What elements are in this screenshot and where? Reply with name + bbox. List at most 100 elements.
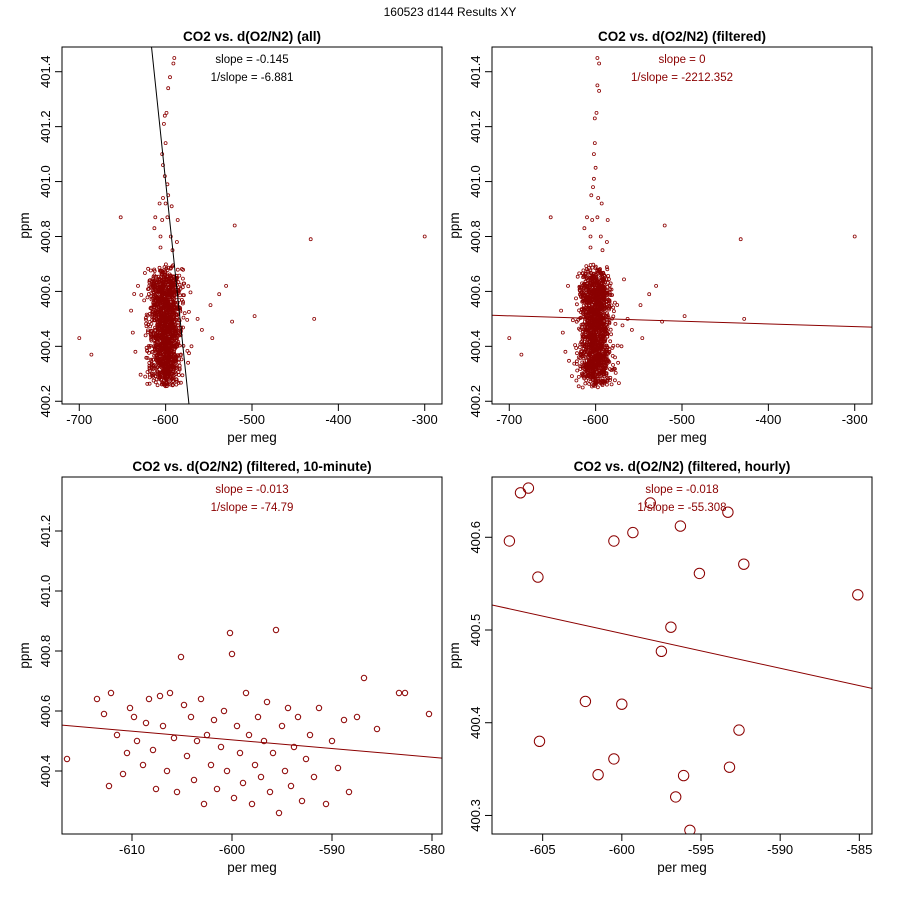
- data-point: [597, 61, 601, 66]
- data-point: [644, 497, 656, 509]
- data-point-cloud: [154, 357, 159, 362]
- data-point-cloud: [172, 367, 177, 371]
- figure-title: 160523 d144 Results XY: [384, 5, 517, 19]
- data-point: [593, 165, 598, 170]
- data-point-cloud: [153, 311, 158, 316]
- data-point-cloud: [581, 303, 586, 308]
- chart-title: CO2 vs. d(O2/N2) (filtered, hourly): [574, 459, 791, 474]
- data-point-cloud: [154, 314, 159, 319]
- x-tick-label: -600: [219, 842, 245, 857]
- data-point-cloud: [163, 372, 168, 377]
- data-point-cloud: [176, 380, 181, 385]
- x-tick-label: -600: [583, 412, 609, 427]
- data-point: [129, 308, 134, 313]
- data-point: [177, 653, 185, 661]
- data-point-cloud: [605, 313, 610, 318]
- data-point-cloud: [179, 357, 184, 362]
- data-point-cloud: [146, 287, 150, 292]
- data-point-cloud: [607, 283, 612, 288]
- y-tick-label: 401.2: [38, 515, 53, 548]
- data-point-cloud: [598, 311, 603, 316]
- data-point: [723, 761, 736, 773]
- data-point-cloud: [592, 375, 596, 380]
- data-point: [425, 710, 433, 718]
- data-point-cloud: [610, 345, 615, 350]
- y-tick-label: 400.5: [468, 614, 483, 647]
- data-point-cloud: [599, 302, 604, 307]
- data-point-cloud: [602, 278, 607, 283]
- data-point-cloud: [596, 296, 600, 301]
- data-point-cloud: [165, 282, 170, 287]
- data-point-cloud: [583, 306, 588, 311]
- data-point: [640, 336, 645, 341]
- data-point: [306, 731, 314, 739]
- data-point: [665, 621, 677, 633]
- data-point: [199, 327, 204, 332]
- data-point: [254, 713, 262, 721]
- data-point-cloud: [579, 295, 584, 300]
- data-point: [200, 800, 208, 808]
- data-point: [210, 716, 218, 724]
- data-point: [616, 698, 628, 710]
- data-point: [596, 196, 601, 200]
- data-point-cloud: [594, 312, 599, 317]
- data-point-cloud: [589, 280, 593, 285]
- data-point-cloud: [155, 383, 160, 388]
- data-point-cloud: [612, 309, 616, 314]
- x-tick-label: -580: [419, 842, 445, 857]
- data-point-cloud: [180, 276, 185, 281]
- data-point-cloud: [151, 331, 156, 336]
- data-point-cloud: [162, 354, 167, 359]
- data-point: [588, 245, 593, 250]
- data-point-cloud: [596, 385, 600, 390]
- data-point-cloud: [575, 302, 579, 307]
- data-point-cloud: [181, 299, 186, 304]
- data-point-cloud: [575, 368, 580, 373]
- data-point-cloud: [171, 317, 176, 322]
- plot-frame: [491, 46, 873, 405]
- x-tick-label: -400: [325, 412, 351, 427]
- y-tick-label: 401.4: [468, 55, 483, 88]
- data-point-cloud: [613, 321, 618, 326]
- data-point-cloud: [588, 375, 593, 380]
- data-point: [582, 226, 587, 231]
- data-point-cloud: [592, 300, 597, 305]
- data-point: [232, 223, 237, 228]
- data-point-cloud: [150, 373, 155, 378]
- data-point: [733, 724, 745, 736]
- data-point-cloud: [594, 280, 599, 285]
- data-point-cloud: [590, 366, 595, 370]
- data-point: [224, 283, 229, 288]
- data-point: [197, 695, 205, 703]
- data-point: [161, 163, 165, 168]
- data-point-cloud: [147, 381, 152, 386]
- data-point-cloud: [180, 301, 185, 306]
- data-point: [422, 234, 427, 239]
- data-point: [312, 316, 317, 321]
- data-point: [591, 185, 595, 190]
- data-point-cloud: [147, 280, 152, 285]
- data-point-cloud: [173, 317, 178, 322]
- data-point-cloud: [580, 353, 585, 358]
- data-point-cloud: [143, 316, 148, 320]
- data-point-cloud: [586, 363, 591, 368]
- data-point: [189, 344, 194, 349]
- data-point-cloud: [583, 279, 588, 284]
- data-point: [245, 731, 253, 739]
- data-point-cloud: [581, 268, 586, 273]
- data-point: [130, 713, 138, 721]
- data-point: [670, 791, 682, 803]
- data-point: [251, 761, 259, 769]
- data-point-cloud: [160, 342, 165, 346]
- data-point-cloud: [585, 327, 589, 332]
- data-point-cloud: [593, 342, 598, 347]
- data-point-cloud: [580, 360, 585, 365]
- data-point-cloud: [611, 362, 615, 367]
- data-point-cloud: [582, 350, 587, 355]
- data-point-cloud: [174, 377, 179, 382]
- chart-title: CO2 vs. d(O2/N2) (filtered, 10-minute): [132, 459, 371, 474]
- x-tick-label: -595: [688, 842, 714, 857]
- data-point-cloud: [154, 355, 159, 360]
- data-point-cloud: [588, 379, 593, 384]
